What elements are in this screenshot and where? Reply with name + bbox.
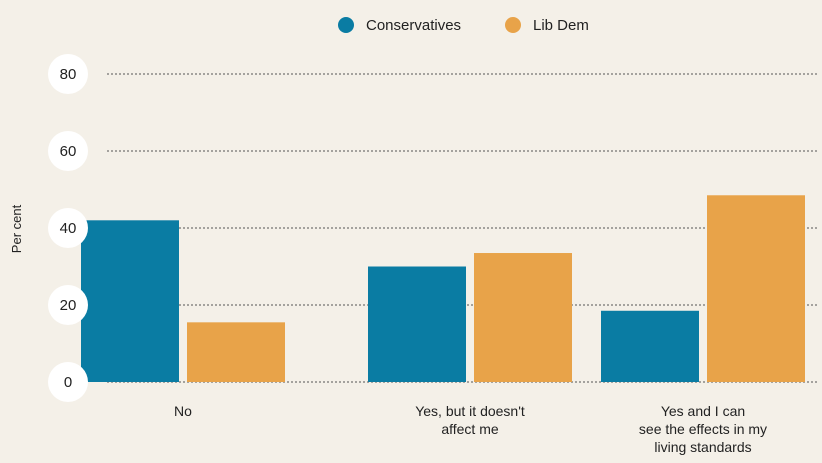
y-tick: 0 [48,362,88,402]
bar-conservatives [368,266,466,382]
bar-lib-dem [187,322,285,382]
legend-label: Conservatives [366,17,461,34]
y-tick: 60 [48,131,88,171]
y-tick-label: 20 [60,297,77,314]
x-category-label: No [174,403,192,419]
y-tick-badge [48,362,88,402]
y-axis-title: Per cent [9,204,24,253]
bar-lib-dem [707,195,805,382]
y-tick-label: 80 [60,66,77,83]
x-category-label: Yes, but it doesn't affect me [415,403,525,437]
y-tick: 20 [48,285,88,325]
bars [81,195,805,382]
x-category-label: Yes and I can see the effects in my living… [639,403,767,455]
y-tick-label: 40 [60,220,77,237]
legend-label: Lib Dem [533,17,589,34]
y-tick-badge [48,131,88,171]
y-tick: 40 [48,208,88,248]
bar-conservatives [81,220,179,382]
legend: Conservatives Lib Dem [338,17,589,34]
legend-item: Lib Dem [505,17,589,34]
gridlines [107,73,818,383]
legend-swatch [338,17,354,33]
y-tick: 80 [48,54,88,94]
y-tick-label: 0 [64,374,72,391]
bar-lib-dem [474,253,572,382]
y-tick-label: 60 [60,143,77,160]
y-tick-badge [48,54,88,94]
y-tick-badge [48,208,88,248]
y-axis-ticks: 0 20 40 60 80 [48,54,88,402]
bar-conservatives [601,310,699,382]
legend-item: Conservatives [338,17,461,34]
legend-swatch [505,17,521,33]
y-tick-badge [48,285,88,325]
x-axis-categories: No Yes, but it doesn't affect me Yes and I … [174,403,767,455]
